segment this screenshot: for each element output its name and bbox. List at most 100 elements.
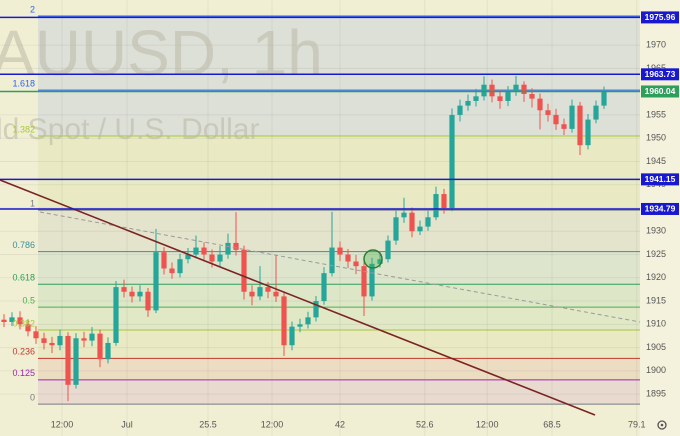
highlight-circle [363,249,383,269]
candle-body [561,124,567,129]
candle-body [417,226,423,232]
candle-body [345,254,351,262]
price-label-box [641,11,679,24]
candle-body [433,194,439,218]
y-tick-label: 1925 [646,249,666,259]
candle-body [473,96,479,101]
candle-body [529,93,535,99]
fib-band [38,330,640,359]
fib-level-label: 2 [30,4,35,14]
candle-body [145,291,151,311]
candle-body [489,84,495,97]
candle-body [545,110,551,115]
candle-body [209,254,215,262]
candle-body [193,247,199,255]
candle-body [201,247,207,255]
candle-body [513,84,519,92]
price-label: 1960.04 [645,86,676,96]
y-tick-label: 1955 [646,109,666,119]
candle-body [361,266,367,297]
candle-body [185,254,191,260]
candle-body [409,212,415,232]
candle-body [153,252,159,311]
fib-band [38,210,640,252]
candle-body [249,291,255,297]
price-label-box [641,173,679,186]
candle-body [129,291,135,297]
candle-body [289,326,295,346]
x-tick-label: 52.6 [416,419,434,429]
candle-body [337,247,343,255]
y-tick-label: 1945 [646,156,666,166]
y-tick-label: 1905 [646,342,666,352]
candle-body [177,259,183,274]
candle-body [33,331,39,339]
fib-level-label: 0.786 [12,240,35,250]
fib-band [38,307,640,331]
background-layer [0,0,640,436]
price-label: 1963.73 [645,69,676,79]
fib-level-label: 0.125 [12,368,35,378]
fib-band [38,379,640,405]
price-label-box [641,85,679,98]
candle-body [137,291,143,297]
fib-band [38,358,640,380]
x-tick-label: 12:00 [261,419,284,429]
fib-level-label: 1.382 [12,124,35,134]
y-tick-label: 1970 [646,40,666,50]
candle-body [449,114,455,208]
candle-body [441,194,447,208]
fib-level-label: 0.236 [12,347,35,357]
candle-body [25,324,31,332]
candle-body [281,296,287,346]
candle-body [313,301,319,318]
y-tick-label: 1900 [646,365,666,375]
candle-body [321,273,327,302]
candle-body [305,317,311,325]
candle-body [169,268,175,274]
candle-body [273,291,279,297]
candle-body [385,240,391,260]
candle-body [457,105,463,115]
x-tick-label: 25.5 [199,419,217,429]
price-label: 1941.15 [645,174,676,184]
candle-body [113,287,119,343]
candle-body [161,252,167,269]
fib-band [38,251,640,285]
candle-body [217,254,223,262]
y-tick-label: 1915 [646,295,666,305]
x-tick-label: 12:00 [51,419,74,429]
fib-band [38,16,640,91]
y-tick-label: 1920 [646,272,666,282]
candle-body [353,261,359,267]
candle-body [377,259,383,264]
y-tick-label: 1910 [646,319,666,329]
price-label: 1975.96 [645,12,676,22]
candle-body [577,105,583,146]
candle-body [497,96,503,101]
candle-body [1,319,7,322]
x-tick-label: 12:00 [476,419,499,429]
y-tick-label: 1895 [646,388,666,398]
candle-body [393,217,399,241]
candle-body [73,338,79,385]
candle-body [233,242,239,250]
candle-body [297,324,303,327]
candle-body [505,91,511,101]
settings-icon[interactable] [657,420,667,430]
trend-line-dashed [39,211,641,323]
candle-body [57,335,63,346]
candle-body [41,338,47,343]
candle-body [465,100,471,106]
candle-body [593,105,599,120]
candle-body [329,247,335,274]
candle-body [97,333,103,360]
candle-body [585,119,591,146]
candle-body [369,263,375,297]
y-tick-label: 1930 [646,226,666,236]
candle-body [521,84,527,94]
y-tick-label: 1965 [646,63,666,73]
candle-body [9,317,15,322]
labels-layer: 0 0.125 0.236 0.382 0.5 0.618 0.786 1 1.382 1.618… [0,4,679,429]
